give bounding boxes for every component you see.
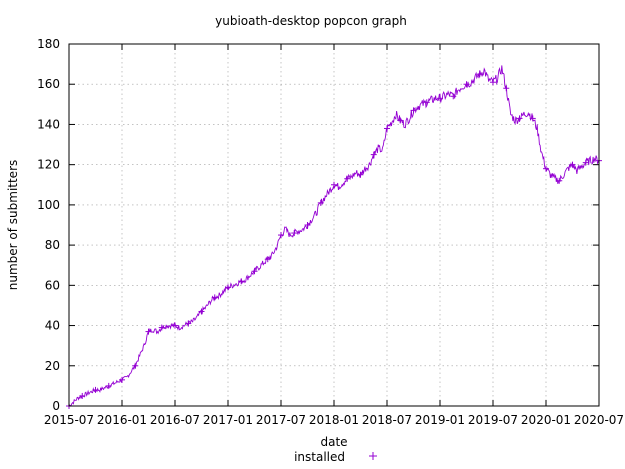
data-point [503,85,510,92]
y-tick-label: 120 [37,158,60,172]
data-point [397,117,404,124]
x-tick-label: 2019-07 [468,413,518,427]
grid [69,44,599,406]
data-point [543,165,549,172]
legend-label-installed: installed [294,450,345,464]
data-point [582,159,589,166]
y-tick-label: 180 [37,37,60,51]
y-tick-label: 160 [37,77,60,91]
data-point [370,151,377,158]
data-point [211,294,218,301]
data-point [317,199,324,206]
y-tick-label: 100 [37,198,60,212]
data-point [556,177,563,184]
data-point [251,268,258,275]
data-point [158,324,165,331]
x-tick-label: 2017-07 [256,413,306,427]
x-tick-label: 2016-07 [150,413,200,427]
y-tick-label: 40 [45,319,60,333]
x-axis-title: date [320,435,347,449]
data-point [264,256,271,263]
data-point [331,181,337,188]
x-tick-label: 2020-01 [521,413,571,427]
x-tick-label: 2015-07 [44,413,94,427]
data-point [238,278,245,285]
x-tick-label: 2017-01 [203,413,253,427]
legend: installed [294,450,377,464]
x-tick-label: 2020-07 [574,413,624,427]
data-point [145,328,152,335]
data-point [490,79,496,86]
legend-marker-installed [369,452,377,460]
y-axis-title: number of submitters [6,160,20,291]
y-tick-label: 140 [37,117,60,131]
data-point [344,175,351,182]
x-tick-label: 2016-01 [97,413,147,427]
x-tick-label: 2019-01 [415,413,465,427]
data-point [410,107,417,114]
x-tick-label: 2018-07 [362,413,412,427]
data-point [198,308,205,315]
data-point [357,171,364,178]
data-point [384,125,390,132]
series-line-installed [68,65,600,407]
data-point [304,222,311,228]
data-point [132,362,139,369]
data-point [92,386,99,393]
data-point [516,115,523,122]
data-point [569,161,576,168]
data-point [278,232,284,239]
data-point [476,71,483,78]
data-point [119,376,125,383]
data-point [225,284,231,291]
chart-title: yubioath-desktop popcon graph [215,14,407,28]
data-point [172,322,178,329]
data-point [105,382,112,389]
x-tick-label: 2018-01 [309,413,359,427]
y-tick-label: 20 [45,359,60,373]
y-tick-label: 80 [45,238,60,252]
data-point [423,99,430,106]
data-point [450,93,457,100]
data-point [529,115,536,122]
plot-frame [68,43,600,407]
series-installed [66,65,602,409]
y-tick-label: 0 [52,399,60,413]
data-point [463,81,470,88]
y-tick-label: 60 [45,278,60,292]
data-point [185,320,192,327]
data-point [79,392,86,399]
data-point [291,230,298,237]
data-point [437,95,443,102]
